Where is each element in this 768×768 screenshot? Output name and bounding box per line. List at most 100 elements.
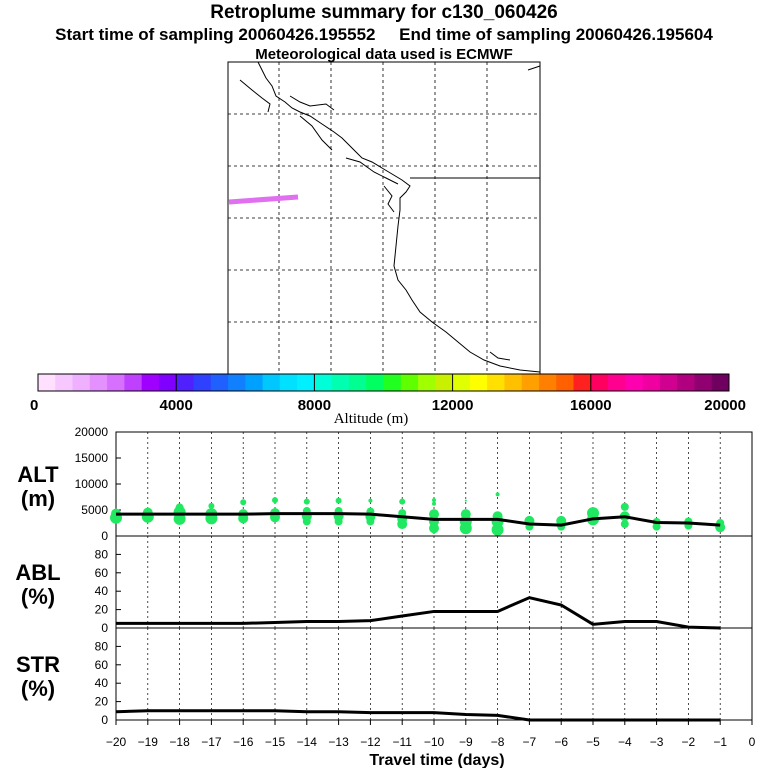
plume-particle-point [399, 498, 406, 505]
y-axis-label: ALT (m) [17, 462, 59, 511]
colorbar-swatch [314, 374, 333, 391]
colorbar-swatch [383, 374, 402, 391]
x-tick-label: −6 [554, 735, 568, 749]
x-tick-label: −12 [360, 735, 381, 749]
x-tick-label: −18 [169, 735, 190, 749]
x-tick-label: −8 [491, 735, 505, 749]
y-tick-label: 60 [95, 658, 109, 672]
altitude-colorbar: 0 4000 8000 12000 16000 20000 [30, 373, 746, 414]
series-line-str [115, 709, 721, 722]
y-axis-label: STR (%) [16, 652, 60, 701]
colorbar-tick-label: 8000 [298, 397, 331, 414]
x-tick-label: −5 [586, 735, 600, 749]
colorbar-swatch [469, 374, 488, 391]
plume-particle-point [335, 497, 342, 504]
colorbar-swatch [452, 374, 471, 391]
colorbar-swatch [677, 374, 695, 391]
x-tick-label: −1 [713, 735, 727, 749]
map-gridlines [228, 62, 540, 374]
x-axis-label: Travel time (days) [369, 752, 504, 768]
colorbar-tick-label: 16000 [570, 397, 612, 414]
x-tick-label: −11 [392, 735, 412, 749]
y-tick-label: 20 [95, 603, 109, 617]
x-tick-label: −19 [138, 735, 159, 749]
colorbar-swatch [625, 374, 644, 391]
plume-particle-point [620, 502, 629, 511]
colorbar-tick-label: 0 [30, 397, 38, 414]
x-tick-label: −10 [424, 735, 445, 749]
colorbar-swatch [89, 374, 108, 391]
plume-particle-point [240, 499, 247, 506]
plume-particle-point [587, 507, 599, 520]
colorbar-swatch [228, 374, 246, 391]
x-tick-label: −3 [650, 735, 664, 749]
y-tick-label: 15000 [75, 451, 109, 465]
colorbar-swatch [348, 374, 367, 391]
colorbar-swatch [176, 374, 194, 391]
colorbar-swatch [158, 374, 177, 391]
x-tick-label: −4 [618, 735, 632, 749]
colorbar-swatch [694, 374, 713, 391]
map-panel [227, 61, 541, 375]
colorbar-swatch [400, 374, 419, 391]
plume-particle-point [175, 503, 184, 512]
colorbar-swatch [72, 374, 91, 391]
y-tick-label: 10000 [75, 477, 109, 491]
y-tick-label: 0 [101, 529, 108, 543]
y-tick-label: 0 [101, 713, 108, 727]
coastline [239, 61, 541, 373]
colorbar-swatch [418, 374, 436, 391]
y-tick-label: 60 [95, 566, 109, 580]
charts: 0 5000 10000 15000 20000 ALT (m) 0 20 40 60 80 ABL (%… [15, 425, 755, 768]
colorbar-label: Altitude (m) [334, 411, 409, 427]
colorbar-swatch [331, 374, 350, 391]
colorbar-swatch [659, 374, 678, 391]
series-line-alt [116, 512, 721, 527]
plume-particle-point [272, 497, 278, 504]
x-tick-label: −9 [459, 735, 473, 749]
y-tick-label: 80 [95, 547, 109, 561]
y-tick-label: 20 [95, 695, 109, 709]
y-axis-label: ABL (%) [15, 560, 60, 609]
colorbar-swatch [538, 374, 557, 391]
colorbar-swatch [366, 374, 384, 391]
plume-particle-point [429, 509, 439, 520]
colorbar-swatch [608, 374, 626, 391]
met-data-source: Meteorological data used is ECMWF [255, 46, 513, 63]
colorbar-tick-label: 12000 [432, 397, 474, 414]
colorbar-swatch [590, 374, 609, 391]
x-tick-label: −16 [233, 735, 254, 749]
colorbar-swatch [573, 374, 592, 391]
y-tick-label: 40 [95, 676, 109, 690]
colorbar-swatch [193, 374, 212, 391]
colorbar-swatch [245, 374, 264, 391]
colorbar-swatch [521, 374, 540, 391]
x-tick-label: −17 [201, 735, 222, 749]
panel-abl: 0 20 40 60 80 ABL (%) [15, 535, 753, 635]
colorbar-swatch [107, 374, 125, 391]
x-tick-label: −7 [523, 735, 537, 749]
plume-particle-point [432, 501, 436, 506]
colorbar-swatch [210, 374, 229, 391]
plume-particle-point [208, 502, 215, 509]
plume-trajectory [228, 194, 299, 205]
panel-str: 0 20 40 60 80 STR (%) [16, 627, 753, 727]
colorbar-tick-label: 20000 [704, 397, 746, 414]
x-tick-label: −2 [682, 735, 696, 749]
colorbar-swatch [642, 374, 661, 391]
colorbar-frame [37, 373, 730, 392]
colorbar-swatch [279, 374, 298, 391]
colorbar-swatch [504, 374, 523, 391]
x-tick-label: −15 [265, 735, 286, 749]
x-tick-label: 0 [749, 735, 756, 749]
plume-particle-point [368, 498, 373, 503]
colorbar-swatch [297, 374, 315, 391]
chart-title: Retroplume summary for c130_060426 [210, 2, 558, 23]
y-tick-label: 0 [101, 621, 108, 635]
panel-alt: 0 5000 10000 15000 20000 ALT (m) [17, 425, 753, 543]
colorbar-swatch [141, 374, 160, 391]
colorbar-swatch [556, 374, 575, 391]
plume-particle-point [432, 498, 436, 503]
plume-particle-point [460, 509, 471, 520]
